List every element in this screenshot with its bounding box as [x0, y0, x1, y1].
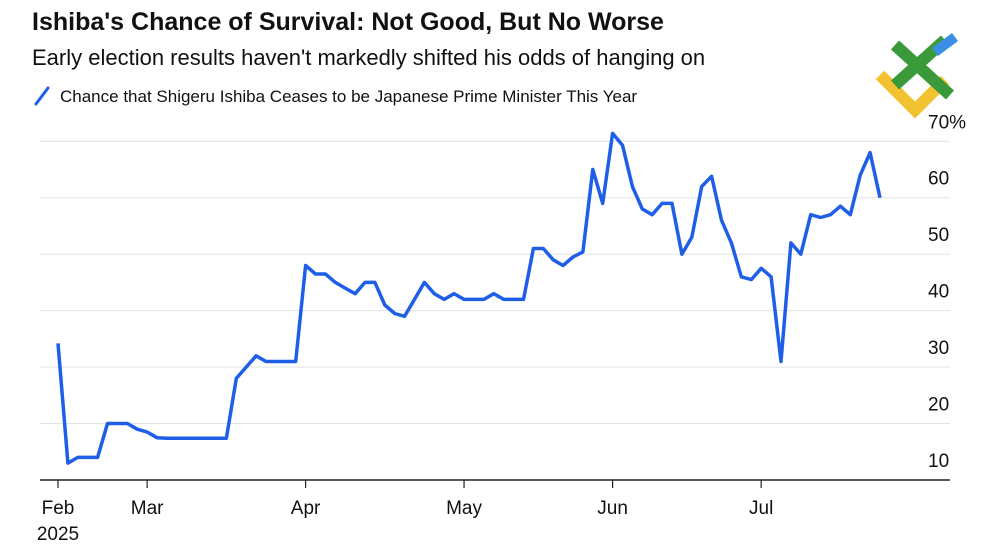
logo-yellow — [875, 70, 950, 119]
logo-blue — [932, 33, 958, 56]
y-tick-label: 10 — [928, 451, 949, 472]
y-tick-label: 70% — [928, 112, 966, 133]
x-tick-label: Mar — [131, 498, 164, 519]
x-tick-label: May — [446, 498, 482, 519]
y-tick-label: 50 — [928, 225, 949, 246]
x-tick-label: Apr — [291, 498, 321, 519]
x-year-label: 2025 — [37, 524, 79, 545]
series-line — [56, 131, 882, 465]
chart-title: Ishiba's Chance of Survival: Not Good, B… — [32, 8, 664, 36]
y-tick-label: 40 — [928, 282, 949, 303]
x-tick-label: Jul — [749, 498, 773, 519]
x-tick-label: Jun — [597, 498, 628, 519]
legend-swatch — [34, 86, 50, 106]
y-tick-label: 30 — [928, 338, 949, 359]
chart-subtitle: Early election results haven't markedly … — [32, 45, 705, 70]
x-tick-label: Feb — [42, 498, 75, 519]
logo — [875, 33, 958, 119]
y-tick-label: 20 — [928, 395, 949, 416]
legend-label: Chance that Shigeru Ishiba Ceases to be … — [60, 87, 637, 106]
y-tick-label: 60 — [928, 169, 949, 190]
